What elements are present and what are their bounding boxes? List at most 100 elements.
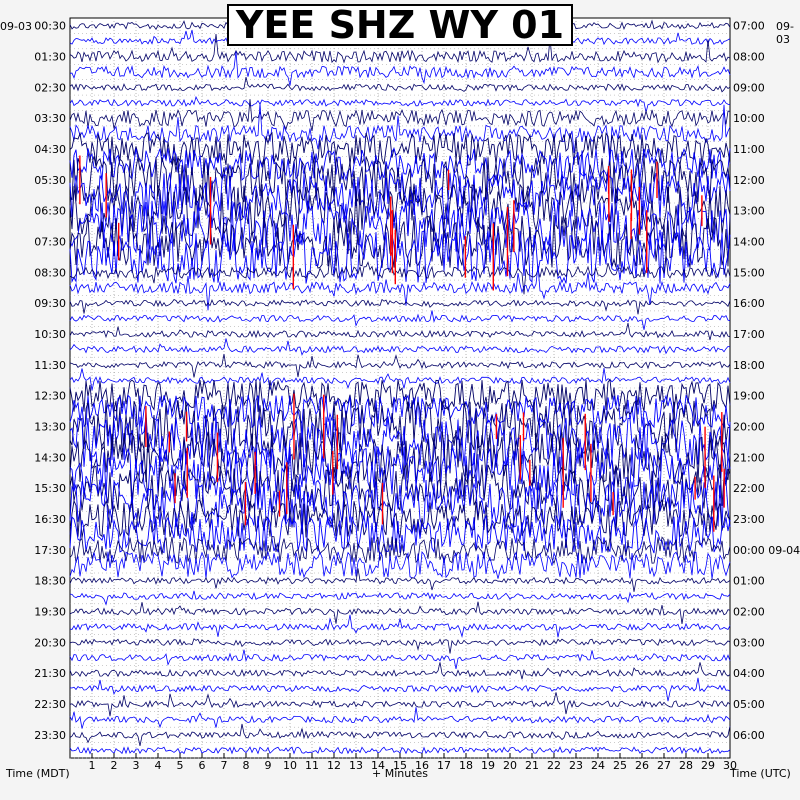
left-tick-label: 01:30 [34, 51, 66, 64]
trace-row [69, 614, 731, 638]
trace-row [69, 147, 731, 182]
x-tick-label: 21 [525, 759, 539, 772]
trace-row [69, 170, 731, 220]
trace-row [69, 550, 731, 579]
x-tick-label: 24 [591, 759, 605, 772]
left-tick-label: 10:30 [34, 328, 66, 341]
right-tick-label: 08:00 [733, 51, 765, 64]
x-tick-label: 16 [415, 759, 429, 772]
right-tick-label: 03:00 [733, 636, 765, 649]
right-tick-label: 02:00 [733, 606, 765, 619]
trace-row [69, 298, 731, 315]
right-tick-label: 20:00 [733, 421, 765, 434]
x-tick-label: 10 [283, 759, 297, 772]
x-tick-label: 1 [89, 759, 96, 772]
minute-axis: 1 2 3 4 5 6 7 8 9 10 11 12 13 14 15 16 17 18 19 20 21 22 23 24 2… [89, 753, 737, 772]
left-tick-label: 11:30 [34, 359, 66, 372]
trace-row [69, 430, 731, 486]
trace-row [69, 156, 731, 205]
x-tick-label: 19 [481, 759, 495, 772]
seismogram-traces [69, 16, 731, 755]
x-tick-label: 9 [265, 759, 272, 772]
x-tick-label: 8 [243, 759, 250, 772]
right-tick-label: 06:00 [733, 729, 765, 742]
trace-row [69, 265, 731, 311]
trace-row [69, 692, 731, 717]
right-tick-label: 14:00 [733, 236, 765, 249]
trace-row [69, 499, 731, 538]
left-tick-label: 07:30 [34, 236, 66, 249]
x-tick-label: 13 [349, 759, 363, 772]
left-tick-label: 05:30 [34, 174, 66, 187]
trace-row [69, 230, 731, 284]
x-tick-label: 11 [305, 759, 319, 772]
trace-row [69, 368, 731, 391]
trace-row [69, 77, 731, 93]
x-tick-label: 23 [569, 759, 583, 772]
right-tick-label: 21:00 [733, 451, 765, 464]
left-tick-label: 12:30 [34, 390, 66, 403]
x-tick-label: 15 [393, 759, 407, 772]
x-tick-label: 6 [199, 759, 206, 772]
trace-row [69, 34, 731, 64]
right-tick-label: 11:00 [733, 143, 765, 156]
trace-row [69, 677, 731, 702]
right-tick-label: 17:00 [733, 328, 765, 341]
trace-row [69, 590, 731, 606]
trace-row [69, 414, 731, 469]
x-tick-label: 29 [701, 759, 715, 772]
x-axis-label: + Minutes [372, 767, 429, 780]
right-tick-label: 10:00 [733, 112, 765, 125]
right-tick-label: 19:00 [733, 390, 765, 403]
trace-row [69, 445, 731, 500]
x-tick-label: 2 [111, 759, 118, 772]
trace-row [69, 464, 731, 513]
left-tick-label: 22:30 [34, 698, 66, 711]
left-time-axis: 00:30 01:30 02:30 03:30 04:30 05:30 06:30 07:30… [34, 20, 66, 742]
trace-row [69, 51, 731, 86]
trace-row [69, 102, 731, 164]
trace-row [69, 638, 731, 654]
trace-row [69, 199, 731, 254]
right-tick-label: 18:00 [733, 359, 765, 372]
trace-row [69, 338, 731, 356]
right-axis-label: Time (UTC) [730, 767, 791, 780]
x-tick-label: 25 [613, 759, 627, 772]
trace-row [69, 131, 731, 167]
right-tick-label: 13:00 [733, 205, 765, 218]
trace-row [69, 535, 731, 565]
left-tick-label: 09:30 [34, 297, 66, 310]
left-tick-label: 03:30 [34, 112, 66, 125]
right-tick-label: 16:00 [733, 297, 765, 310]
right-tick-label: 12:00 [733, 174, 765, 187]
left-tick-label: 02:30 [34, 81, 66, 94]
right-tick-label: 00:00 09-04 [733, 544, 800, 557]
right-tick-label: 15:00 [733, 266, 765, 279]
x-tick-label: 5 [177, 759, 184, 772]
x-tick-label: 27 [657, 759, 671, 772]
trace-row [69, 214, 731, 269]
right-tick-label: 01:00 [733, 575, 765, 588]
trace-row [69, 662, 731, 680]
x-tick-label: 4 [155, 759, 162, 772]
x-tick-label: 20 [503, 759, 517, 772]
left-tick-label: 15:30 [34, 482, 66, 495]
left-tick-label: 13:30 [34, 421, 66, 434]
trace-row [69, 310, 731, 330]
x-tick-label: 7 [221, 759, 228, 772]
left-tick-label: 18:30 [34, 575, 66, 588]
right-tick-label: 07:00 [733, 20, 765, 33]
clipped-segments [79, 155, 725, 532]
trace-row [69, 323, 731, 341]
trace-row [69, 707, 731, 729]
right-tick-label: 05:00 [733, 698, 765, 711]
chart-title: YEE SHZ WY 01 [227, 4, 573, 46]
left-tick-label: 04:30 [34, 143, 66, 156]
trace-row [69, 353, 731, 378]
left-tick-label: 00:30 [34, 20, 66, 33]
x-tick-label: 18 [459, 759, 473, 772]
trace-row [69, 378, 731, 414]
right-tick-label: 04:00 [733, 667, 765, 680]
right-tick-label: 22:00 [733, 482, 765, 495]
